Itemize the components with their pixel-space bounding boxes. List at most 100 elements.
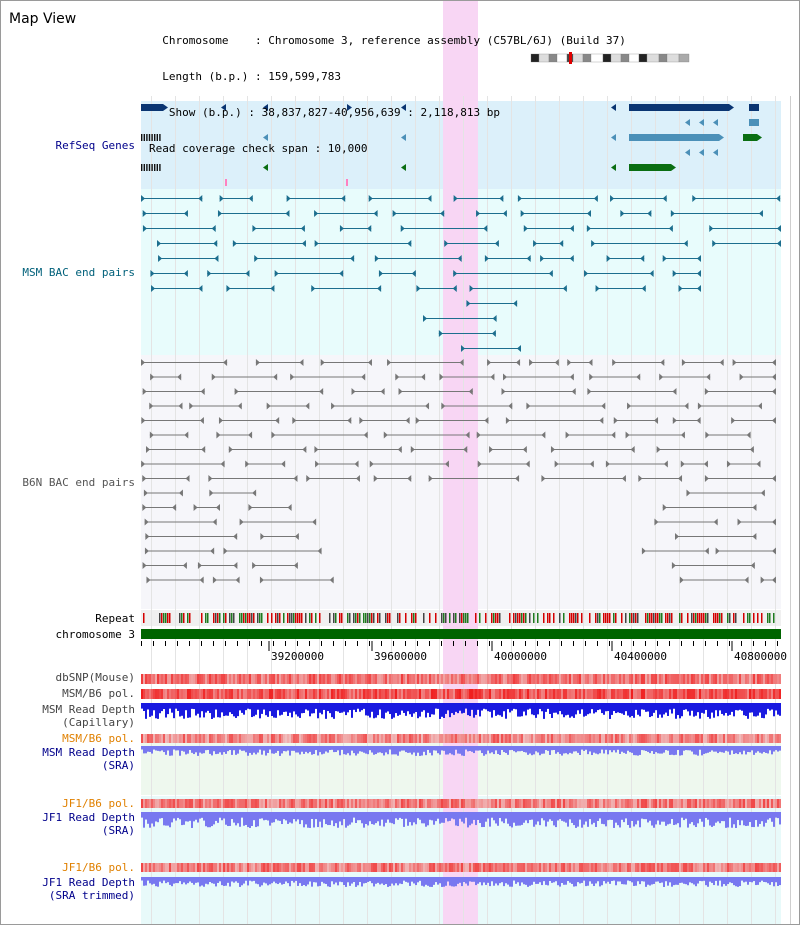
track-label-msm-depth-capillary[interactable]: MSM Read Depth (Capillary) bbox=[42, 703, 135, 729]
b6n-bac-pair-end bbox=[260, 533, 265, 540]
polymorphism-cell bbox=[373, 674, 375, 684]
msm-sra-depth-bar bbox=[531, 746, 533, 756]
jf1-sra-depth-bar bbox=[321, 812, 323, 828]
polymorphism-cell bbox=[213, 689, 215, 699]
b6n-bac-pair-end bbox=[746, 431, 751, 439]
track-label-jf1-depth-trimmed[interactable]: JF1 Read Depth (SRA trimmed) bbox=[42, 876, 135, 902]
polymorphism-cell bbox=[157, 689, 159, 699]
track-label-repeat[interactable]: Repeat bbox=[95, 612, 135, 625]
msm-sra-depth-bar bbox=[297, 746, 299, 753]
polymorphism-cell bbox=[529, 799, 531, 808]
msm-capillary-depth-bar bbox=[653, 703, 655, 713]
polymorphism-cell bbox=[639, 863, 641, 872]
b6n-bac-pair-end bbox=[271, 431, 276, 439]
msm-capillary-depth-bar bbox=[249, 703, 251, 710]
polymorphism-cell bbox=[731, 863, 733, 872]
msm-capillary-depth-bar bbox=[543, 703, 545, 719]
b6n-bac-pair-end bbox=[428, 475, 433, 482]
polymorphism-cell bbox=[479, 689, 481, 699]
track-label-dbsnp[interactable]: dbSNP(Mouse) bbox=[55, 671, 135, 684]
track-label-msm-depth-sra[interactable]: MSM Read Depth (SRA) bbox=[42, 746, 135, 772]
polymorphism-cell bbox=[371, 799, 373, 808]
polymorphism-cell bbox=[679, 674, 681, 684]
jf1-sra-depth-bar bbox=[421, 812, 423, 824]
polymorphism-cell bbox=[229, 674, 231, 684]
msm-bac-pair-end bbox=[252, 225, 257, 232]
polymorphism-cell bbox=[337, 689, 339, 699]
msm-sra-depth-bar bbox=[179, 746, 181, 756]
polymorphism-cell bbox=[309, 863, 311, 872]
jf1-trimmed-depth-bar bbox=[677, 877, 679, 885]
polymorphism-cell bbox=[395, 734, 397, 743]
track-label-msm-b6-pol-2[interactable]: MSM/B6 pol. bbox=[62, 732, 135, 745]
jf1-trimmed-depth-bar bbox=[273, 877, 275, 882]
track-label-jf1-depth-sra[interactable]: JF1 Read Depth (SRA) bbox=[42, 811, 135, 837]
polymorphism-cell bbox=[183, 674, 185, 684]
polymorphism-cell bbox=[257, 674, 259, 684]
jf1-trimmed-depth-bar bbox=[533, 877, 535, 882]
track-label-msm-bac[interactable]: MSM BAC end pairs bbox=[22, 266, 135, 279]
polymorphism-cell bbox=[663, 734, 665, 743]
repeat-element bbox=[355, 613, 357, 623]
b6n-bac-pair-end bbox=[302, 446, 307, 453]
polymorphism-cell bbox=[167, 863, 169, 872]
polymorphism-cell bbox=[431, 674, 433, 684]
jf1-trimmed-depth-bar bbox=[351, 877, 353, 884]
track-label-msm-b6-pol[interactable]: MSM/B6 pol. bbox=[62, 687, 135, 700]
jf1-sra-depth-bar bbox=[579, 812, 581, 820]
polymorphism-cell bbox=[333, 674, 335, 684]
msm-bac-pair-end bbox=[517, 345, 521, 352]
polymorphism-cell bbox=[481, 799, 483, 808]
polymorphism-cell bbox=[391, 863, 393, 872]
polymorphism-cell bbox=[655, 689, 657, 699]
jf1-trimmed-depth-bar bbox=[215, 877, 217, 887]
polymorphism-cell bbox=[745, 689, 747, 699]
polymorphism-cell bbox=[297, 674, 299, 684]
track-label-jf1-pol-2[interactable]: JF1/B6 pol. bbox=[62, 861, 135, 874]
jf1-trimmed-depth-bar bbox=[279, 877, 281, 883]
polymorphism-cell bbox=[607, 799, 609, 808]
polymorphism-cell bbox=[441, 674, 443, 684]
polymorphism-cell bbox=[467, 689, 469, 699]
msm-capillary-depth-bar bbox=[645, 703, 647, 712]
polymorphism-cell bbox=[313, 674, 315, 684]
track-label-b6n-bac[interactable]: B6N BAC end pairs bbox=[22, 476, 135, 489]
polymorphism-cell bbox=[171, 734, 173, 743]
jf1-trimmed-depth-bar bbox=[155, 877, 157, 887]
repeat-element bbox=[223, 613, 225, 623]
polymorphism-cell bbox=[237, 799, 239, 808]
polymorphism-cell bbox=[443, 674, 445, 684]
polymorphism-cell bbox=[675, 863, 677, 872]
track-label-jf1-pol[interactable]: JF1/B6 pol. bbox=[62, 797, 135, 810]
polymorphism-cell bbox=[173, 799, 175, 808]
polymorphism-cell bbox=[539, 689, 541, 699]
polymorphism-cell bbox=[587, 734, 589, 743]
polymorphism-cell bbox=[319, 863, 321, 872]
msm-sra-depth-bar bbox=[595, 746, 597, 754]
polymorphism-cell bbox=[743, 689, 745, 699]
msm-capillary-depth-bar bbox=[529, 703, 531, 709]
b6n-bac-pair-end bbox=[571, 388, 576, 395]
polymorphism-cell bbox=[207, 734, 209, 743]
polymorphism-cell bbox=[257, 689, 259, 699]
polymorphism-cell bbox=[735, 863, 737, 872]
polymorphism-cell bbox=[675, 674, 677, 684]
b6n-bac-pair-end bbox=[684, 402, 689, 410]
polymorphism-cell bbox=[309, 734, 311, 743]
track-label-refseq[interactable]: RefSeq Genes bbox=[55, 139, 135, 152]
msm-capillary-depth-bar bbox=[513, 703, 515, 709]
jf1-sra-depth-bar bbox=[425, 812, 427, 827]
polymorphism-cell bbox=[487, 674, 489, 684]
msm-sra-depth-bar bbox=[329, 746, 331, 750]
polymorphism-cell bbox=[543, 734, 545, 743]
polymorphism-cell bbox=[701, 674, 703, 684]
msm-capillary-depth-bar bbox=[367, 703, 369, 716]
msm-sra-depth-bar bbox=[485, 746, 487, 755]
b6n-bac-pair-end bbox=[141, 417, 146, 424]
polymorphism-cell bbox=[733, 734, 735, 743]
msm-sra-depth-bar bbox=[641, 746, 643, 751]
jf1-trimmed-depth-bar bbox=[747, 877, 749, 885]
jf1-sra-depth-bar bbox=[601, 812, 603, 824]
jf1-sra-depth-bar bbox=[541, 812, 543, 819]
